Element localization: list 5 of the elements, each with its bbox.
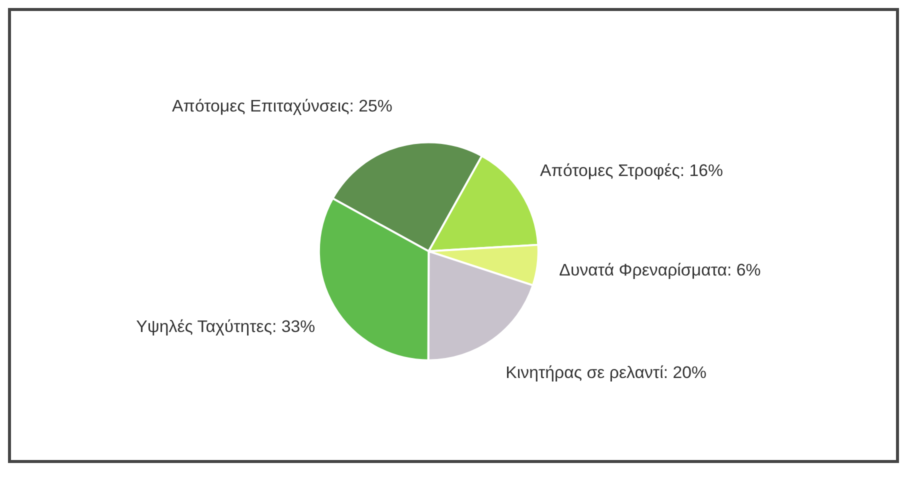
slice-label: Κινητήρας σε ρελαντί: 20% [506,362,707,382]
slice-label: Δυνατά Φρεναρίσματα: 6% [559,260,761,280]
slice-label: Απότομες Επιταχύνσεις: 25% [172,96,392,116]
slice-label: Υψηλές Ταχύτητες: 33% [136,317,316,336]
slice-label: Απότομες Στροφές: 16% [540,160,724,180]
